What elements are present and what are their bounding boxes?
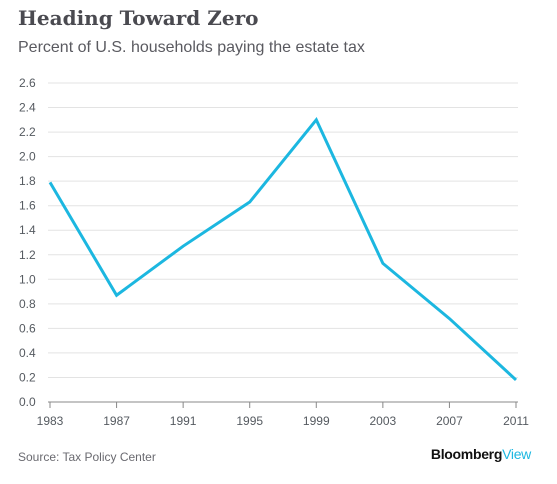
- chart-subtitle: Percent of U.S. households paying the es…: [18, 39, 365, 56]
- series-group: [48, 116, 518, 382]
- data-point-1983: [49, 181, 52, 184]
- y-tick-label-8: 1.6: [19, 199, 36, 213]
- x-tick-label-4: 1999: [303, 414, 330, 428]
- x-tick-label-6: 2007: [436, 414, 463, 428]
- y-tick-label-6: 1.2: [19, 248, 36, 262]
- y-tick-label-4: 0.8: [19, 297, 36, 311]
- line-chart: 0.0 0.2 0.4 0.6 0.8 1.0 1.2 1.4 1.6 1.8 2.0 2.2 2.4 2…: [19, 76, 530, 428]
- x-axis-tick-labels: 1983 1987 1991 1995 1999 2003 2007 2011: [37, 414, 530, 428]
- y-axis-tick-labels: 0.0 0.2 0.4 0.6 0.8 1.0 1.2 1.4 1.6 1.8 2.0 2.2 2.4 2…: [19, 76, 36, 409]
- y-tick-label-0: 0.0: [19, 395, 36, 409]
- y-tick-label-9: 1.8: [19, 174, 36, 188]
- y-tick-label-7: 1.4: [19, 223, 36, 237]
- data-point-1995: [248, 201, 251, 204]
- y-tick-label-3: 0.6: [19, 321, 36, 335]
- bloomberg-view-logo: BloombergView: [431, 446, 531, 462]
- y-tick-label-11: 2.2: [19, 125, 36, 139]
- brand-sub-text: View: [502, 446, 531, 462]
- y-tick-label-5: 1.0: [19, 272, 36, 286]
- y-tick-label-10: 2.0: [19, 150, 36, 164]
- data-point-1987: [115, 294, 118, 297]
- x-tick-label-7: 2011: [503, 414, 529, 428]
- y-tick-label-12: 2.4: [19, 101, 36, 115]
- x-tick-label-1: 1987: [103, 414, 130, 428]
- data-point-2011: [515, 378, 518, 381]
- source-note: Source: Tax Policy Center: [18, 450, 156, 464]
- x-tick-label-2: 1991: [170, 414, 197, 428]
- chart-title: Heading Toward Zero: [18, 6, 259, 30]
- data-point-2007: [448, 317, 451, 320]
- data-point-2003: [381, 262, 384, 265]
- gridlines: [48, 82, 518, 378]
- x-tick-label-5: 2003: [370, 414, 397, 428]
- data-point-1991: [182, 245, 185, 248]
- brand-main-text: Bloomberg: [430, 446, 503, 462]
- y-tick-label-2: 0.4: [19, 346, 36, 360]
- x-tick-label-3: 1995: [236, 414, 263, 428]
- y-tick-label-13: 2.6: [19, 76, 36, 90]
- data-point-1999: [315, 118, 318, 121]
- x-axis: [48, 401, 518, 408]
- series-line-0: [48, 116, 518, 382]
- x-tick-label-0: 1983: [37, 414, 64, 428]
- y-tick-label-1: 0.2: [19, 370, 36, 384]
